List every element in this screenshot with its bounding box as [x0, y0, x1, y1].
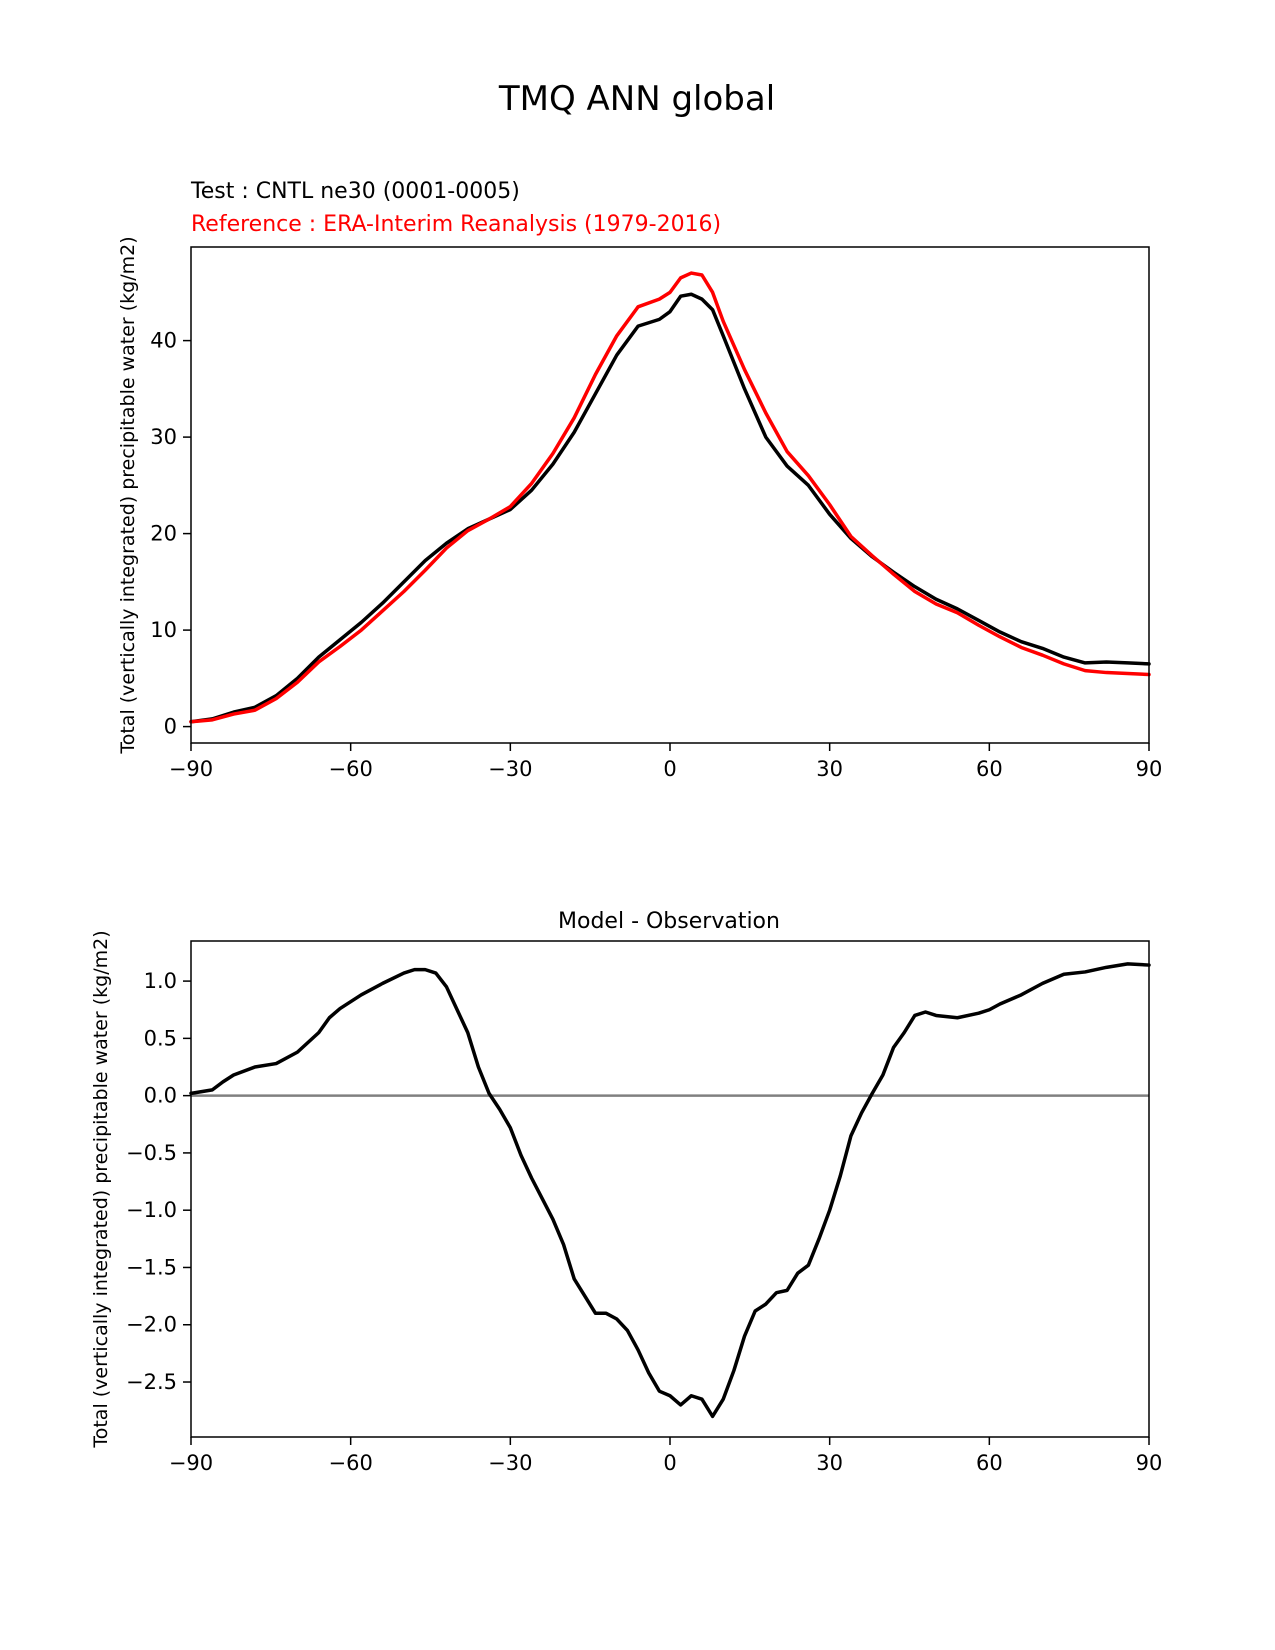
y-tick-label: 1.0 — [144, 969, 177, 993]
x-tick-label: −60 — [329, 757, 373, 781]
bottom-chart-marks: −90 −60 −30 0 30 60 90 1.0 0.5 0.0 −0.5 −1.0 −1.5 −2.… — [90, 930, 1162, 1475]
y-tick-label: −1.5 — [126, 1255, 177, 1279]
x-tick-label: −30 — [488, 1451, 532, 1475]
x-tick-label: 60 — [976, 757, 1003, 781]
axes-frame — [190, 246, 1150, 744]
series-line-reference — [189, 271, 1151, 724]
x-tick-label: 0 — [663, 1451, 676, 1475]
series-line-test — [189, 292, 1151, 724]
x-tick-label: 90 — [1136, 757, 1163, 781]
x-tick-label: 60 — [976, 1451, 1003, 1475]
y-tick-label: 0 — [164, 715, 177, 739]
series-line-diff — [189, 962, 1151, 1419]
y-axis-label: Total (vertically integrated) precipitab… — [117, 236, 139, 754]
top-chart-marks: −90 −60 −30 0 30 60 90 0 10 20 30 40 Total (vertical… — [117, 236, 1162, 781]
x-tick-label: 30 — [816, 757, 843, 781]
y-tick-label: −0.5 — [126, 1141, 177, 1165]
y-tick-label: 10 — [150, 618, 177, 642]
y-tick-label: −2.0 — [126, 1313, 177, 1337]
top-line-chart: Test : CNTL ne30 (0001-0005) Reference :… — [117, 179, 1162, 781]
y-tick-label: 0.0 — [144, 1084, 177, 1108]
reference-label: Reference : ERA-Interim Reanalysis (1979… — [191, 212, 721, 237]
x-tick-label: −60 — [329, 1451, 373, 1475]
y-tick-label: −2.5 — [126, 1370, 177, 1394]
bottom-chart-title: Model - Observation — [558, 909, 780, 934]
x-tick-label: 0 — [663, 757, 676, 781]
y-tick-label: 30 — [150, 425, 177, 449]
test-label: Test : CNTL ne30 (0001-0005) — [190, 179, 520, 204]
figure-title: TMQ ANN global — [498, 79, 775, 119]
x-tick-label: −90 — [169, 1451, 213, 1475]
y-tick-label: 20 — [150, 522, 177, 546]
x-tick-label: −90 — [169, 757, 213, 781]
x-tick-label: 90 — [1136, 1451, 1163, 1475]
x-tick-label: 30 — [816, 1451, 843, 1475]
x-tick-label: −30 — [488, 757, 532, 781]
y-tick-label: −1.0 — [126, 1198, 177, 1222]
y-tick-label: 0.5 — [144, 1026, 177, 1050]
y-axis-label: Total (vertically integrated) precipitab… — [90, 930, 112, 1448]
y-tick-label: 40 — [150, 329, 177, 353]
bottom-line-chart: Model - Observation −90 −60 −30 0 30 60 90 1.0 0… — [90, 909, 1162, 1475]
